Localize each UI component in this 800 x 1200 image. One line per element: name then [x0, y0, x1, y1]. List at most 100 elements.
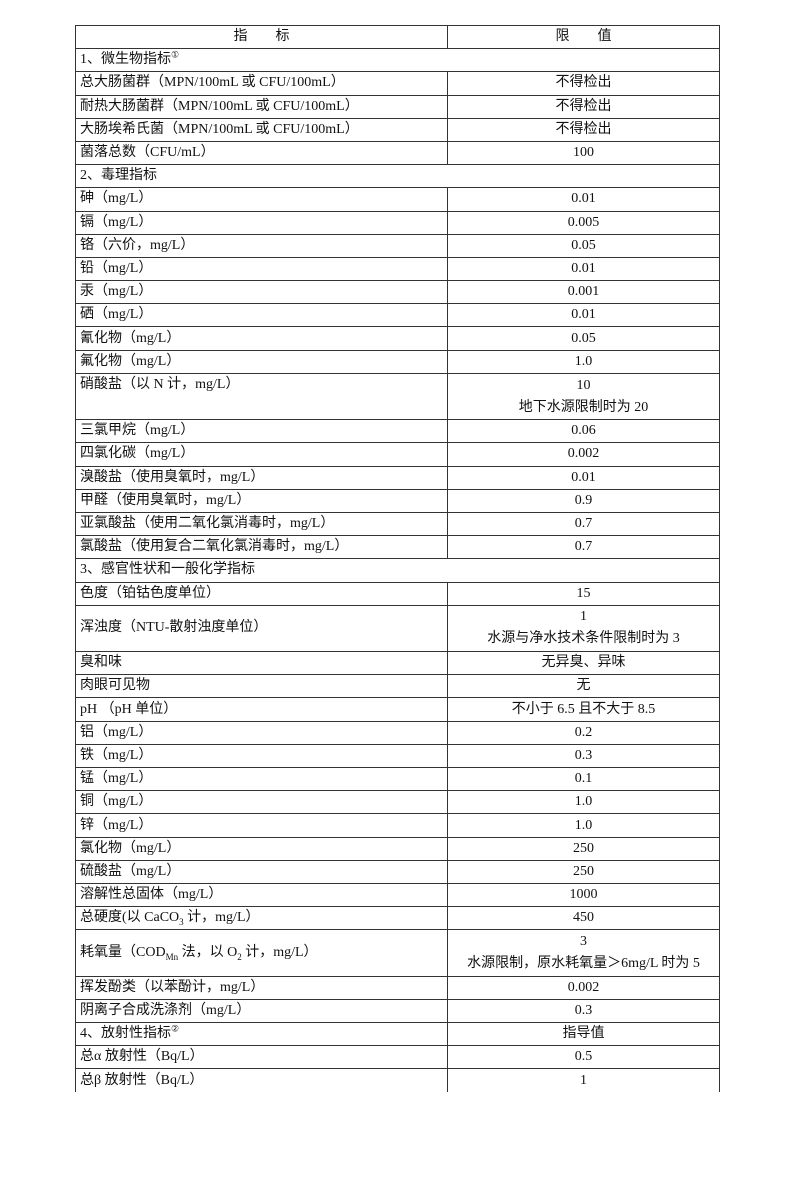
limit-value: 不得检出 — [555, 75, 612, 91]
table-row: 总β 放射性（Bq/L） 1 — [75, 1068, 720, 1092]
header-indicator: 指 标 — [75, 24, 448, 50]
limit-cell: 0.01 — [447, 256, 720, 282]
indicator-cell: 总β 放射性（Bq/L） — [75, 1068, 448, 1092]
label-text: 镉（mg/L） — [80, 214, 153, 230]
label-text: 铁（mg/L） — [80, 747, 153, 763]
limit-cell: 1.0 — [447, 813, 720, 838]
limit-cell: 0.002 — [447, 442, 720, 467]
indicator-cell: 亚氯酸盐（使用二氧化氯消毒时，mg/L） — [75, 511, 448, 537]
limit-cell: 0.7 — [447, 535, 720, 560]
limit-cell: 0.3 — [447, 998, 720, 1024]
limit-cell: 0.9 — [447, 488, 720, 513]
table-row: pH （pH 单位） 不小于 6.5 且不大于 8.5 — [75, 697, 720, 722]
limit-cell: 不小于 6.5 且不大于 8.5 — [447, 697, 720, 722]
limit-cell: 1.0 — [447, 790, 720, 815]
limit-cell: 0.01 — [447, 187, 720, 212]
label-text: 三氯甲烷（mg/L） — [80, 423, 195, 439]
label-text: 锰（mg/L） — [80, 771, 153, 787]
indicator-cell: 镉（mg/L） — [75, 210, 448, 235]
label-text: 氯酸盐（使用复合二氧化氯消毒时，mg/L） — [80, 539, 349, 555]
label-text: 3、感官性状和一般化学指标 — [80, 562, 255, 578]
table-row: 铜（mg/L） 1.0 — [75, 790, 720, 815]
indicator-cell: 硒（mg/L） — [75, 303, 448, 328]
indicator-cell: 铅（mg/L） — [75, 256, 448, 282]
limit-value: 水源限制，原水耗氧量＞6mg/L 时为 5 — [467, 956, 700, 972]
table-row: 臭和味 无异臭、异味 — [75, 651, 720, 676]
limit-cell: 250 — [447, 859, 720, 884]
limit-value: 0.2 — [574, 724, 593, 740]
limit-cell: 0.005 — [447, 210, 720, 235]
table-row: 硝酸盐（以 N 计，mg/L） 10 地下水源限制时为 20 — [75, 372, 720, 421]
label-text: 4、放射性指标 — [80, 1026, 171, 1042]
table-row: 三氯甲烷（mg/L） 0.06 — [75, 419, 720, 444]
table-row: 耐热大肠菌群（MPN/100mL 或 CFU/100mL） 不得检出 — [75, 94, 720, 119]
label-text: 硫酸盐（mg/L） — [80, 863, 181, 879]
indicator-cell: 铜（mg/L） — [75, 790, 448, 815]
limit-cell: 1 — [447, 1068, 720, 1092]
table-row: 氯化物（mg/L） 250 — [75, 836, 720, 861]
limit-value: 10 — [576, 377, 591, 393]
indicator-cell: 锌（mg/L） — [75, 813, 448, 838]
indicator-cell: 4、放射性指标② — [75, 1022, 448, 1047]
limit-cell: 15 — [447, 581, 720, 606]
indicator-cell: 三氯甲烷（mg/L） — [75, 419, 448, 444]
table-row: 铁（mg/L） 0.3 — [75, 743, 720, 769]
limit-value: 0.1 — [574, 771, 593, 787]
table-row: 锰（mg/L） 0.1 — [75, 767, 720, 792]
table-row: 锌（mg/L） 1.0 — [75, 813, 720, 838]
indicator-cell: 浑浊度（NTU-散射浊度单位） — [75, 604, 448, 653]
table-row: 氰化物（mg/L） 0.05 — [75, 326, 720, 351]
label-text: 色度（铂钴色度单位） — [80, 585, 220, 601]
label-text: 2、毒理指标 — [80, 168, 157, 184]
limit-value: 1 — [580, 609, 587, 625]
table-row: 肉眼可见物 无 — [75, 674, 720, 699]
table-row: 阴离子合成洗涤剂（mg/L） 0.3 — [75, 998, 720, 1024]
table-row: 铝（mg/L） 0.2 — [75, 720, 720, 745]
limit-cell: 1000 — [447, 882, 720, 908]
limit-value: 0.9 — [574, 492, 593, 508]
indicator-cell: 溴酸盐（使用臭氧时，mg/L） — [75, 465, 448, 490]
limit-value: 450 — [573, 910, 594, 926]
label-text: 总硬度(以 CaCO — [80, 910, 180, 926]
label-text: 硝酸盐（以 N 计，mg/L） — [80, 376, 240, 392]
table-row: 溴酸盐（使用臭氧时，mg/L） 0.01 — [75, 465, 720, 490]
indicator-cell: 铬（六价，mg/L） — [75, 233, 448, 258]
indicator-cell: 耗氧量（CODMn 法，以 O2 计，mg/L） — [75, 929, 448, 977]
label-text: 砷（mg/L） — [80, 191, 153, 207]
limit-value: 0.001 — [567, 284, 600, 300]
limit-value: 15 — [576, 585, 591, 601]
limit-cell: 不得检出 — [447, 71, 720, 96]
label-text: 菌落总数（CFU/mL） — [80, 145, 215, 161]
limit-value: 0.7 — [574, 539, 593, 555]
limit-cell: 100 — [447, 140, 720, 166]
label-text: 铅（mg/L） — [80, 260, 153, 276]
water-quality-limits-table: 指 标 限 值 1、微生物指标① 总大肠菌群（MPN/100mL 或 CFU/10… — [75, 24, 720, 1092]
limit-cell: 0.06 — [447, 419, 720, 444]
limit-cell: 不得检出 — [447, 117, 720, 142]
indicator-cell: 锰（mg/L） — [75, 767, 448, 792]
limit-value: 250 — [573, 840, 594, 856]
indicator-cell: 氯酸盐（使用复合二氧化氯消毒时，mg/L） — [75, 535, 448, 560]
limit-value: 1.0 — [574, 794, 593, 810]
limit-cell: 指导值 — [447, 1022, 720, 1047]
label-text: 计，mg/L） — [183, 910, 260, 926]
limit-value: 1000 — [569, 887, 598, 903]
label-text: 大肠埃希氏菌（MPN/100mL 或 CFU/100mL） — [80, 121, 359, 137]
label-text: 氯化物（mg/L） — [80, 840, 181, 856]
limit-value: 0.005 — [567, 214, 600, 230]
indicator-cell: 大肠埃希氏菌（MPN/100mL 或 CFU/100mL） — [75, 117, 448, 142]
section-row: 1、微生物指标① — [75, 48, 720, 73]
limit-value: 无 — [576, 678, 591, 694]
limit-cell: 0.2 — [447, 720, 720, 745]
label-text: 计，mg/L） — [241, 945, 318, 961]
indicator-cell: 硫酸盐（mg/L） — [75, 859, 448, 884]
indicator-cell: 挥发酚类（以苯酚计，mg/L） — [75, 975, 448, 1000]
limit-cell: 不得检出 — [447, 94, 720, 119]
limit-value: 0.01 — [571, 260, 596, 276]
limit-value: 无异臭、异味 — [541, 655, 626, 671]
limit-cell: 无 — [447, 674, 720, 699]
indicator-cell: 肉眼可见物 — [75, 674, 448, 699]
limit-value: 0.01 — [571, 307, 596, 323]
label-text: 总β 放射性（Bq/L） — [80, 1072, 204, 1088]
indicator-cell: 耐热大肠菌群（MPN/100mL 或 CFU/100mL） — [75, 94, 448, 119]
